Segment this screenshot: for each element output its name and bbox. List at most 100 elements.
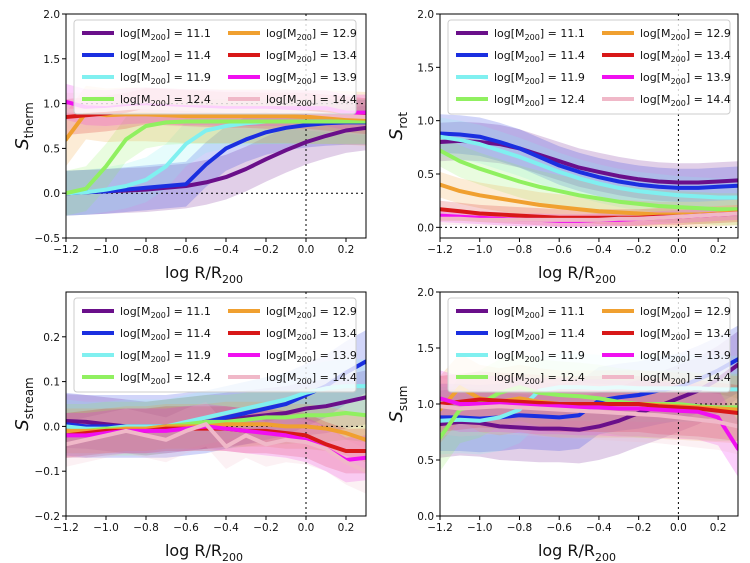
legend-box: [447, 297, 731, 393]
y-axis-label: Stherm: [12, 102, 36, 150]
band-13.4: [66, 406, 366, 474]
legend-label: log[M200] = 11.9: [494, 349, 585, 364]
legend-item: log[M200] = 14.4: [228, 93, 357, 108]
series-line-12.4: [66, 119, 366, 196]
band-13.9: [66, 404, 366, 483]
legend-item: log[M200] = 14.4: [602, 371, 731, 386]
y-tick-label: 0.1: [43, 377, 60, 389]
legend-label: log[M200] = 13.4: [266, 49, 357, 64]
y-tick-label: 0.5: [417, 169, 434, 181]
legend-item: log[M200] = 11.4: [82, 49, 211, 64]
legend-item: log[M200] = 12.4: [82, 93, 211, 108]
legend-item: log[M200] = 13.9: [228, 71, 357, 86]
x-tick-label: −0.8: [133, 244, 159, 256]
x-tick-label: −0.2: [253, 522, 279, 534]
legend-label: log[M200] = 13.9: [640, 349, 731, 364]
y-axis-label: Ssum: [386, 386, 410, 423]
x-tick-label: 0.2: [710, 522, 727, 534]
y-tick-label: 1.5: [417, 343, 434, 355]
y-tick-label: 1.5: [417, 62, 434, 74]
legend-label: log[M200] = 13.4: [640, 49, 731, 64]
legend-label: log[M200] = 12.9: [640, 305, 731, 320]
legend-item: log[M200] = 11.9: [456, 71, 585, 86]
x-tick-label: −0.6: [546, 244, 572, 256]
series-line-11.9: [440, 134, 738, 200]
legend-item: log[M200] = 13.9: [228, 349, 357, 364]
x-axis-label: log R/R200: [165, 263, 243, 286]
panel-3: −1.2 −1.0 −0.8 −0.6 −0.4 −0.2 0.0 0.2 −0.2 −0.1 0.…: [12, 291, 367, 563]
legend-item: log[M200] = 12.9: [228, 305, 357, 320]
y-tick-label: 0.5: [417, 455, 434, 467]
x-tick-label: 0.0: [298, 522, 315, 534]
x-tick-label: −0.8: [133, 522, 159, 534]
legend-label: log[M200] = 13.4: [266, 327, 357, 342]
axes-frame: [65, 291, 367, 517]
x-tick-label: −0.8: [507, 244, 533, 256]
series-line-12.9: [66, 110, 366, 142]
y-tick-label: 2.0: [417, 287, 434, 299]
legend-label: log[M200] = 11.4: [120, 327, 211, 342]
legend-label: log[M200] = 14.4: [640, 93, 731, 108]
legend-item: log[M200] = 11.1: [456, 305, 585, 320]
x-tick-label: −0.4: [586, 522, 612, 534]
y-tick-label: 2.0: [417, 9, 434, 21]
series-line-11.1: [440, 138, 738, 185]
band-11.4: [440, 114, 738, 208]
series-line-13.4: [440, 397, 738, 415]
y-tick-label: −0.5: [35, 233, 61, 245]
legend-item: log[M200] = 11.1: [82, 305, 211, 320]
y-tick-label: 1.0: [417, 399, 434, 411]
legend-label: log[M200] = 11.4: [494, 327, 585, 342]
legend-label: log[M200] = 14.4: [266, 93, 357, 108]
band-13.9: [440, 370, 738, 477]
legend-item: log[M200] = 13.9: [602, 349, 731, 364]
x-tick-label: −1.2: [53, 244, 79, 256]
x-tick-label: −1.0: [93, 244, 119, 256]
series-line-14.4: [440, 211, 738, 222]
panel-2: −1.2 −1.0 −0.8 −0.6 −0.4 −0.2 0.0 0.2 0.0 0.5 1.0 1…: [386, 9, 739, 286]
x-tick-label: −0.2: [253, 244, 279, 256]
legend-item: log[M200] = 14.4: [602, 93, 731, 108]
x-tick-label: −1.2: [427, 522, 453, 534]
y-tick-label: 1.5: [43, 54, 60, 66]
series-line-12.4: [440, 148, 738, 212]
y-tick-label: 0.0: [417, 511, 434, 523]
x-axis-label: log R/R200: [538, 541, 616, 563]
legend: log[M200] = 11.1 log[M200] = 12.9 log[M200…: [73, 297, 357, 393]
legend-item: log[M200] = 13.4: [228, 327, 357, 342]
y-tick-label: 0.0: [43, 188, 60, 200]
series-line-14.4: [66, 422, 366, 474]
y-tick-label: 0.0: [43, 421, 60, 433]
legend-label: log[M200] = 11.1: [120, 305, 211, 320]
legend-label: log[M200] = 11.9: [494, 71, 585, 86]
y-axis-label: Srot: [386, 112, 410, 140]
panel-1: −1.2 −1.0 −0.8 −0.6 −0.4 −0.2 0.0 0.2 −0.5 0.0 0.5…: [12, 9, 367, 286]
legend-item: log[M200] = 11.4: [82, 327, 211, 342]
x-tick-label: −0.6: [173, 244, 199, 256]
x-tick-label: 0.0: [670, 522, 687, 534]
y-tick-label: 1.0: [417, 116, 434, 128]
x-tick-label: −1.2: [53, 522, 79, 534]
legend-item: log[M200] = 13.9: [602, 71, 731, 86]
x-tick-label: −0.4: [213, 522, 239, 534]
plot-area: [440, 14, 738, 238]
x-axis-label: log R/R200: [538, 263, 616, 286]
legend-item: log[M200] = 11.4: [456, 49, 585, 64]
legend-item: log[M200] = 13.4: [602, 49, 731, 64]
legend-item: log[M200] = 13.4: [602, 327, 731, 342]
series-line-14.4: [440, 404, 738, 429]
legend-item: log[M200] = 11.1: [82, 27, 211, 42]
legend: log[M200] = 11.1 log[M200] = 12.9 log[M200…: [447, 19, 731, 115]
legend-item: log[M200] = 12.9: [228, 27, 357, 42]
x-tick-label: 0.2: [338, 244, 355, 256]
series-line-11.4: [66, 120, 366, 196]
legend-box: [73, 19, 357, 115]
panel-4: −1.2 −1.0 −0.8 −0.6 −0.4 −0.2 0.0 0.2 0.0 0.5 1.0 1…: [386, 287, 739, 563]
legend-label: log[M200] = 12.4: [120, 371, 211, 386]
legend-label: log[M200] = 12.9: [266, 27, 357, 42]
legend-label: log[M200] = 11.4: [120, 49, 211, 64]
x-tick-label: −0.8: [507, 522, 533, 534]
legend-label: log[M200] = 14.4: [266, 371, 357, 386]
legend-label: log[M200] = 12.4: [494, 93, 585, 108]
